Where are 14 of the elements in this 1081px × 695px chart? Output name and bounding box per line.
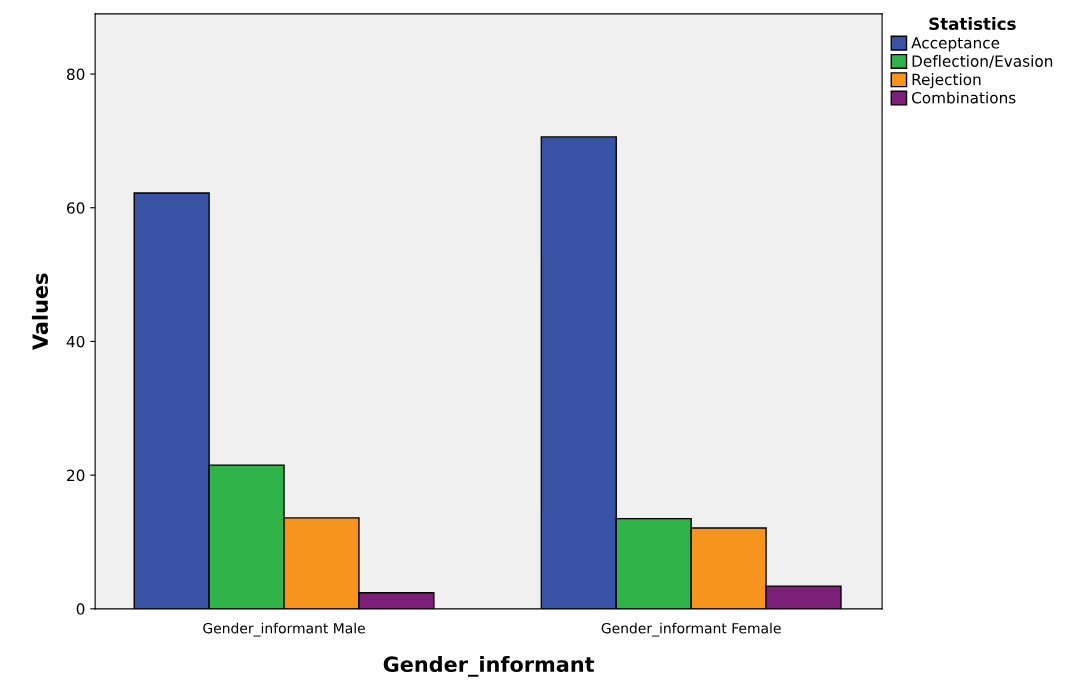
legend-label: Acceptance (911, 37, 1000, 52)
y-axis-title: Values (31, 273, 49, 351)
x-tick-label: Gender_informant Female (601, 622, 781, 637)
y-tick-label: 0 (76, 603, 85, 615)
y-tick-label: 60 (67, 202, 85, 214)
legend-label: Deflection/Evasion (912, 55, 1053, 69)
x-axis-title: Gender_informant (383, 655, 595, 677)
legend-label: Rejection (912, 73, 981, 89)
y-tick-label: 40 (66, 335, 85, 348)
y-tick-label: 80 (67, 68, 85, 81)
x-tick-label: Gender_informant Male (203, 622, 365, 637)
legend-label: Combinations (911, 91, 1016, 104)
y-tick-label: 20 (67, 469, 85, 482)
legend-title: Statistics (929, 17, 1016, 31)
